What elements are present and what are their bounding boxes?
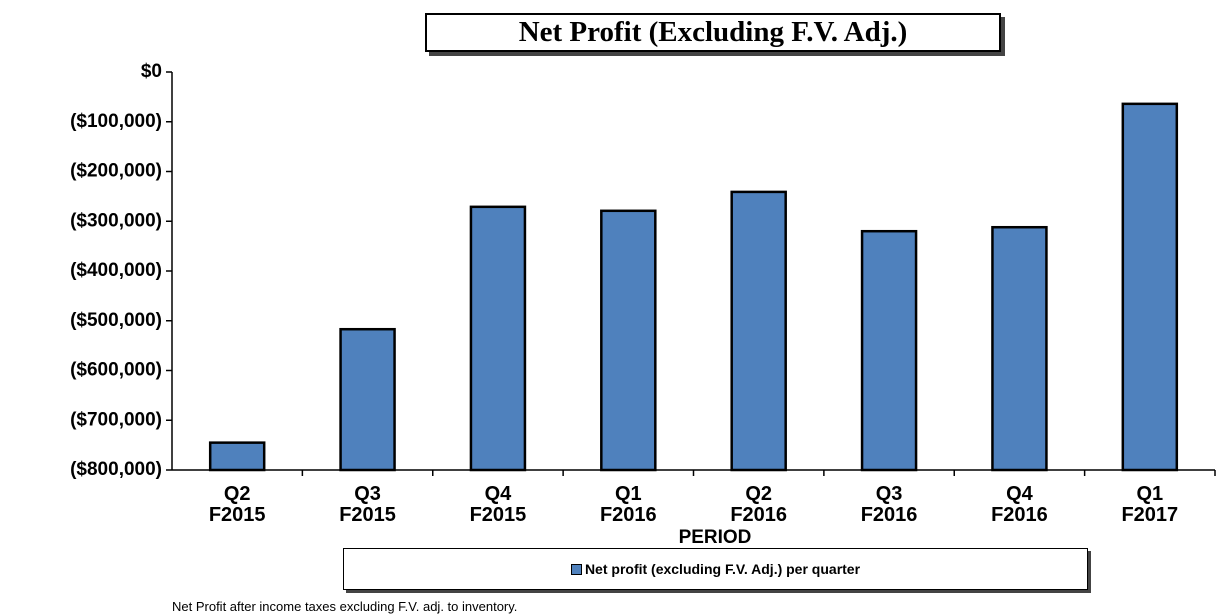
footnote: Net Profit after income taxes excluding … <box>172 599 518 614</box>
bar <box>1121 102 1179 472</box>
bar <box>860 229 918 472</box>
bar <box>991 225 1048 472</box>
x-tick-label: Q2 F2015 <box>208 483 266 526</box>
y-tick-label: ($500,000) <box>70 310 162 331</box>
bar <box>469 205 527 472</box>
bar <box>208 441 266 472</box>
legend: Net profit (excluding F.V. Adj.) per qua… <box>343 548 1088 590</box>
x-tick-label: Q1 F2017 <box>1121 483 1179 526</box>
y-tick-label: $0 <box>141 61 162 82</box>
y-tick-label: ($200,000) <box>70 161 162 182</box>
y-tick-label: ($600,000) <box>70 360 162 381</box>
y-tick-label: ($700,000) <box>70 409 162 430</box>
y-tick-label: ($800,000) <box>70 459 162 480</box>
bar <box>600 209 657 472</box>
chart-title: Net Profit (Excluding F.V. Adj.) <box>425 13 1001 52</box>
x-tick-label: Q2 F2016 <box>730 483 788 526</box>
x-axis-label: PERIOD <box>678 527 752 548</box>
bar <box>339 327 396 472</box>
x-tick-label: Q4 F2016 <box>991 483 1048 526</box>
y-tick-label: ($300,000) <box>70 210 162 231</box>
x-tick-label: Q1 F2016 <box>599 483 657 526</box>
x-tick-label: Q3 F2015 <box>339 483 396 526</box>
legend-label: Net profit (excluding F.V. Adj.) per qua… <box>584 561 861 577</box>
y-tick-label: ($400,000) <box>70 260 162 281</box>
legend-swatch <box>570 563 582 575</box>
y-tick-label: ($100,000) <box>70 111 162 132</box>
x-tick-label: Q4 F2015 <box>469 483 527 526</box>
bar <box>730 190 787 472</box>
x-tick-label: Q3 F2016 <box>860 483 918 526</box>
